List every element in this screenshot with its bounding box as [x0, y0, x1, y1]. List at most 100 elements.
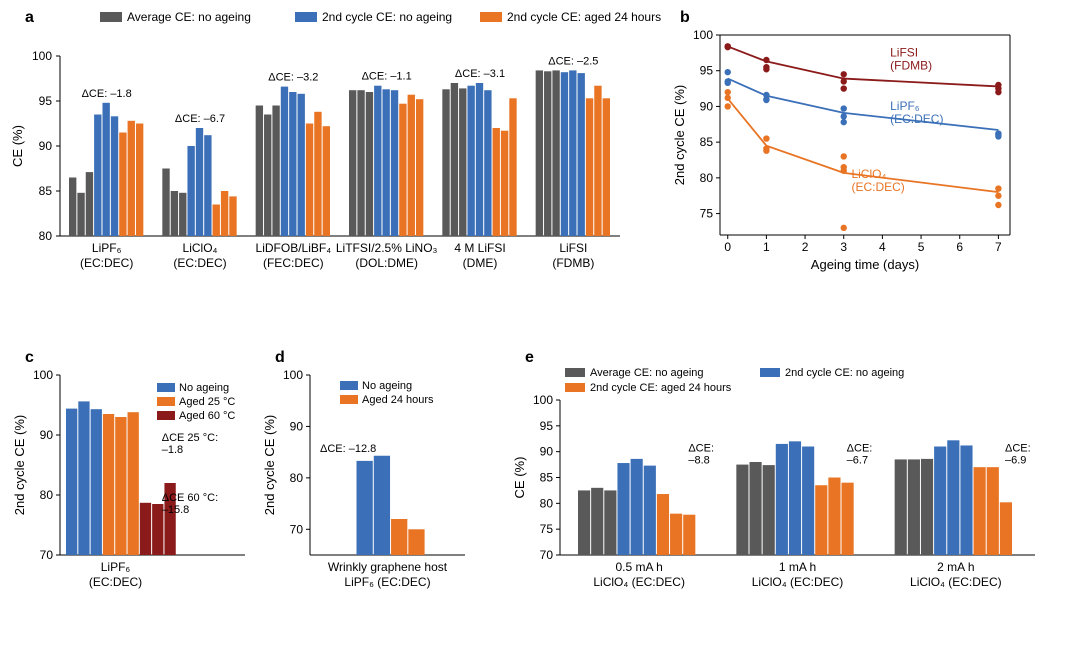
delta-ce: ΔCE: — [847, 443, 873, 455]
delta-ce: ΔCE: –1.1 — [362, 71, 412, 83]
ytick: 95 — [39, 94, 53, 108]
bar — [221, 191, 228, 236]
legend-label: Aged 24 hours — [362, 394, 434, 406]
bar — [408, 95, 415, 236]
ytick: 70 — [290, 522, 304, 536]
series-label: LiFSI — [890, 45, 918, 59]
bar — [459, 88, 466, 236]
delta-ce-val: –6.7 — [847, 455, 868, 467]
data-point — [725, 89, 731, 95]
bar — [391, 519, 407, 555]
bar — [617, 463, 629, 555]
bar — [357, 90, 364, 236]
ytick: 100 — [283, 368, 303, 382]
data-point — [725, 43, 731, 49]
data-point — [725, 103, 731, 109]
bar — [140, 503, 151, 555]
data-point — [763, 57, 769, 63]
bar — [162, 169, 169, 237]
bar — [947, 440, 959, 555]
bar — [683, 515, 695, 555]
bar — [103, 414, 114, 555]
bar — [828, 478, 840, 556]
x-category: 1 mA h — [779, 560, 816, 574]
bar — [213, 205, 220, 237]
ytick: 100 — [32, 49, 52, 63]
bar — [374, 456, 390, 555]
bar — [763, 465, 775, 555]
ytick: 100 — [693, 28, 713, 42]
legend-label: No ageing — [362, 380, 412, 392]
delta-ce-val: –8.8 — [688, 455, 709, 467]
legend-label: 2nd cycle CE: no ageing — [322, 10, 452, 24]
legend-label: 2nd cycle CE: aged 24 hours — [507, 10, 661, 24]
legend-swatch — [480, 12, 502, 22]
x-category: LiTFSI/2.5% LiNO₃ — [336, 241, 438, 255]
x-category: LiPF₆ — [101, 560, 131, 574]
x-category: 4 M LiFSI — [454, 241, 505, 255]
bar — [536, 70, 543, 236]
delta-ce: ΔCE: — [688, 443, 714, 455]
y-axis-label: 2nd cycle CE (%) — [672, 85, 687, 185]
bar — [298, 94, 305, 236]
x-category-sub: (FDMB) — [552, 256, 594, 270]
bar — [815, 485, 827, 555]
bar — [179, 193, 186, 236]
bar — [382, 89, 389, 236]
data-point — [841, 113, 847, 119]
bar — [594, 86, 601, 236]
delta-ce: ΔCE: –6.7 — [175, 113, 225, 125]
bar — [631, 459, 643, 555]
ytick: 80 — [700, 171, 714, 185]
bar — [136, 124, 143, 237]
bar — [314, 112, 321, 236]
legend-swatch — [760, 368, 780, 377]
bar — [586, 98, 593, 236]
legend-label: Average CE: no ageing — [590, 367, 704, 379]
bar — [578, 73, 585, 236]
xtick: 1 — [763, 240, 770, 254]
data-point — [763, 135, 769, 141]
data-point — [841, 225, 847, 231]
x-category: LiClO₄ — [183, 241, 218, 255]
legend-swatch — [157, 383, 175, 392]
delta-ce-val: –1.8 — [162, 444, 183, 456]
bar — [119, 133, 126, 237]
bar — [544, 71, 551, 236]
ytick: 95 — [700, 64, 714, 78]
ytick: 75 — [540, 522, 554, 536]
bar — [670, 514, 682, 555]
ytick: 80 — [290, 471, 304, 485]
bar — [94, 115, 101, 237]
bar — [644, 466, 656, 555]
data-point — [763, 64, 769, 70]
bar — [391, 90, 398, 236]
legend-label: 2nd cycle CE: aged 24 hours — [590, 382, 732, 394]
bar — [501, 131, 508, 236]
ytick: 70 — [540, 548, 554, 562]
bar — [357, 461, 373, 555]
bar — [111, 116, 118, 236]
bar — [128, 412, 139, 555]
x-category-sub: (DOL:DME) — [355, 256, 418, 270]
bar — [86, 172, 93, 236]
panel-letter-d: d — [275, 349, 285, 366]
bar — [974, 467, 986, 555]
data-point — [725, 80, 731, 86]
series-label-sub: (EC:DEC) — [851, 180, 904, 194]
ytick: 100 — [533, 393, 553, 407]
ytick: 90 — [540, 445, 554, 459]
ytick: 100 — [33, 368, 53, 382]
bar — [399, 104, 406, 236]
bar — [603, 98, 610, 236]
bar — [374, 86, 381, 236]
legend-swatch — [157, 411, 175, 420]
delta-ce: ΔCE 60 °C: — [162, 492, 218, 504]
data-point — [841, 105, 847, 111]
x-category-sub: (EC:DEC) — [80, 256, 133, 270]
x-category-sub: LiPF₆ (EC:DEC) — [344, 575, 430, 589]
x-category-sub: (EC:DEC) — [89, 575, 142, 589]
bar — [408, 529, 424, 555]
xtick: 3 — [840, 240, 847, 254]
bar — [960, 445, 972, 555]
